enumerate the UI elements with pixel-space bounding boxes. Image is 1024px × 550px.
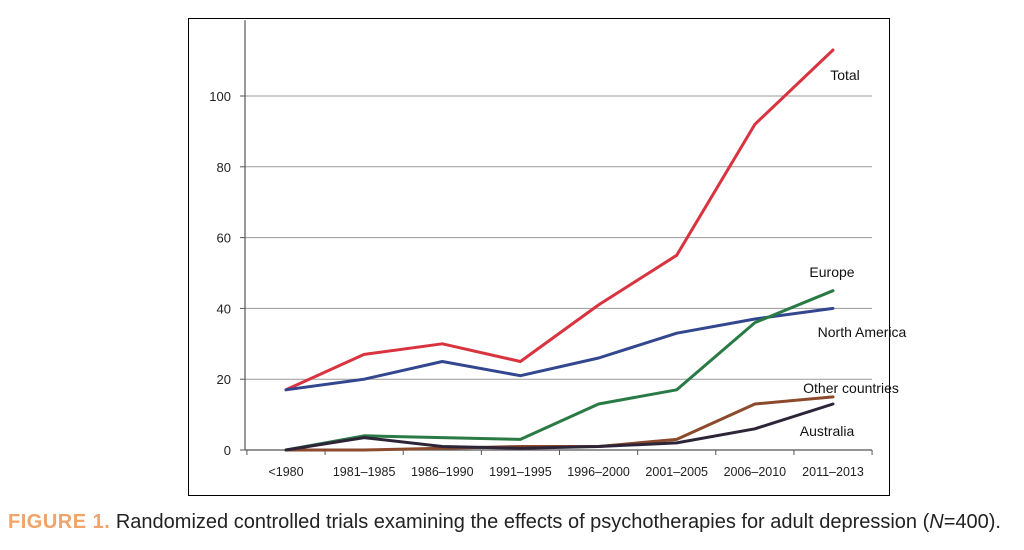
series-label-australia: Australia [800, 423, 855, 439]
series-line-other-countries [284, 395, 835, 452]
x-tick-label-3: 1991–1995 [489, 465, 552, 479]
series-line-north-america [284, 306, 835, 392]
y-tick-label-100: 100 [209, 89, 231, 104]
x-tick-label-5: 2001–2005 [645, 465, 708, 479]
figure-frame [188, 18, 890, 496]
series-label-other-countries: Other countries [803, 380, 899, 396]
x-tick-label-2: 1986–1990 [411, 465, 474, 479]
y-tick-labels: 0 20 40 60 80 100 [209, 89, 231, 458]
grid-lines [245, 95, 872, 380]
series-line-total [284, 48, 835, 392]
caption-n-symbol: N [929, 511, 944, 533]
caption-text-end: =400). [943, 511, 1001, 533]
series-lines [284, 48, 835, 452]
x-tick-label-7: 2011–2013 [802, 465, 864, 479]
series-line-europe [284, 289, 835, 452]
series-label-north-america: North America [818, 324, 907, 340]
series-line-australia [284, 402, 835, 452]
y-tick-label-60: 60 [217, 231, 231, 246]
y-tick-label-40: 40 [217, 301, 231, 316]
x-tick-label-6: 2006–2010 [724, 465, 787, 479]
figure-label: FIGURE 1. [8, 511, 111, 533]
x-tick-labels: <1980 1981–1985 1986–1990 1991–1995 1996–200… [268, 465, 863, 479]
series-label-total: Total [830, 67, 860, 83]
x-tick-label-4: 1996–2000 [567, 465, 630, 479]
x-tick-label-1: 1981–1985 [333, 465, 396, 479]
y-tick-label-0: 0 [224, 443, 231, 458]
y-tick-label-20: 20 [217, 372, 231, 387]
x-tick-label-0: <1980 [268, 465, 303, 479]
figure-caption: FIGURE 1. Randomized controlled trials e… [8, 511, 1018, 534]
caption-text: Randomized controlled trials examining t… [110, 511, 930, 533]
series-label-europe: Europe [809, 264, 854, 280]
series-labels: Total North America Europe Other countries A… [800, 67, 907, 439]
y-tick-label-80: 80 [217, 160, 231, 175]
